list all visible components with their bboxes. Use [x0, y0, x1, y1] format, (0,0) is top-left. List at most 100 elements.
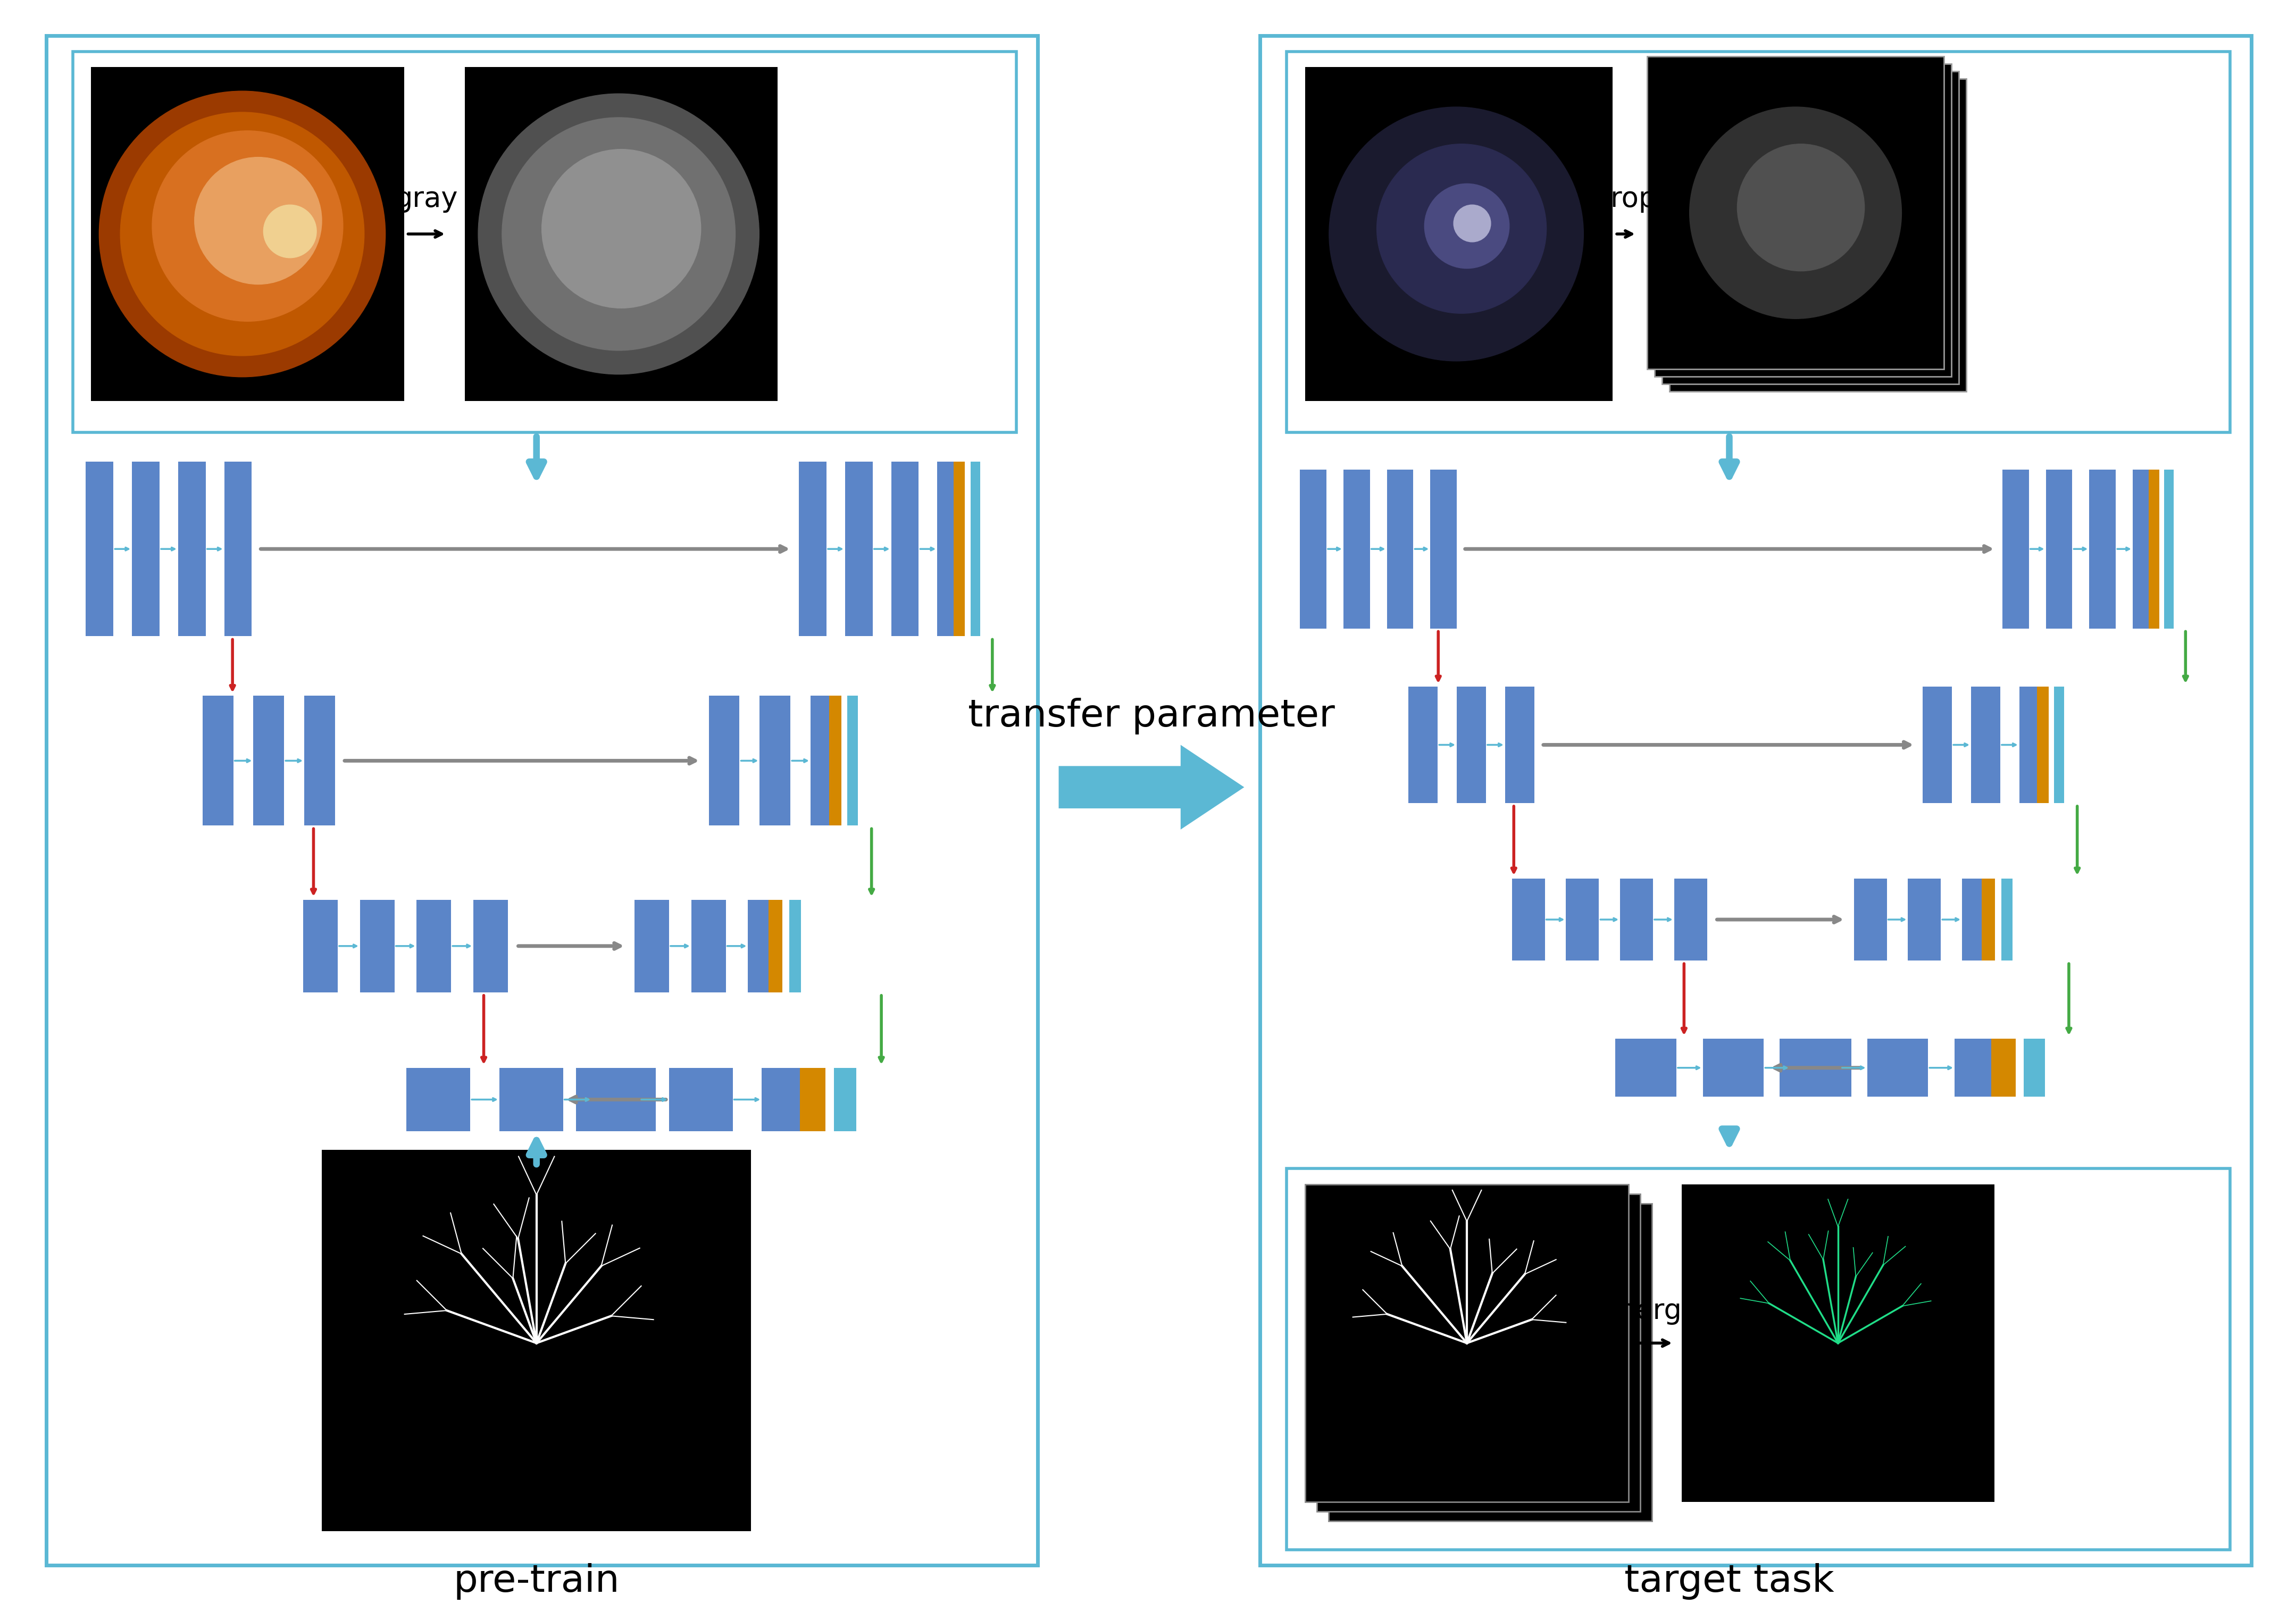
Bar	[1513, 879, 1545, 961]
Bar	[2089, 469, 2117, 629]
Bar	[73, 52, 1017, 432]
Bar	[668, 1067, 732, 1132]
Circle shape	[1690, 106, 1901, 319]
Bar	[2037, 687, 2048, 803]
Bar	[891, 461, 918, 637]
Bar	[1981, 879, 1995, 961]
Bar	[131, 461, 158, 637]
Text: merge: merge	[1607, 1298, 1699, 1325]
Bar	[769, 899, 783, 993]
Bar	[833, 1067, 856, 1132]
Bar	[799, 461, 827, 637]
Bar	[321, 1149, 751, 1531]
Text: gray: gray	[395, 185, 457, 213]
Bar	[1646, 56, 1945, 369]
Circle shape	[1424, 184, 1508, 268]
Bar	[1674, 879, 1706, 961]
Bar	[1621, 879, 1653, 961]
Bar	[2002, 879, 2014, 961]
Text: pre-train: pre-train	[452, 1564, 620, 1599]
Bar	[971, 461, 980, 637]
Bar	[1387, 469, 1414, 629]
Bar	[1853, 879, 1887, 961]
Bar	[1791, 1038, 1851, 1096]
Bar	[799, 1067, 824, 1132]
Bar	[1954, 1038, 2016, 1096]
Bar	[762, 1067, 824, 1132]
Bar	[1430, 469, 1456, 629]
Polygon shape	[1058, 745, 1244, 830]
Bar	[847, 696, 859, 825]
Bar	[1261, 35, 2252, 1565]
Bar	[92, 68, 404, 401]
Bar	[1286, 52, 2229, 432]
Bar	[790, 899, 801, 993]
Bar	[2133, 469, 2158, 629]
Bar	[305, 696, 335, 825]
Bar	[202, 696, 234, 825]
Bar	[691, 899, 726, 993]
Bar	[1970, 687, 2000, 803]
Circle shape	[478, 93, 760, 374]
Bar	[1908, 879, 1940, 961]
Bar	[1286, 1169, 2229, 1549]
Bar	[464, 68, 778, 401]
Bar	[829, 696, 840, 825]
Bar	[2046, 469, 2073, 629]
Bar	[1655, 64, 1952, 376]
Bar	[1343, 469, 1371, 629]
Bar	[1506, 687, 1534, 803]
Circle shape	[195, 158, 321, 284]
Bar	[1300, 469, 1327, 629]
Bar	[406, 1067, 471, 1132]
Bar	[1318, 1194, 1639, 1512]
Bar	[1779, 1038, 1841, 1096]
Bar	[1456, 687, 1486, 803]
Circle shape	[542, 150, 700, 308]
Circle shape	[1738, 143, 1864, 271]
Circle shape	[503, 118, 735, 350]
Bar	[937, 461, 964, 637]
Bar	[810, 696, 840, 825]
Bar	[2002, 469, 2030, 629]
Circle shape	[1453, 205, 1490, 242]
Bar	[1407, 687, 1437, 803]
Bar	[845, 461, 872, 637]
Bar	[2149, 469, 2158, 629]
Bar	[576, 1067, 641, 1132]
Bar	[2165, 469, 2174, 629]
Circle shape	[99, 90, 386, 377]
Bar	[360, 899, 395, 993]
Bar	[225, 461, 253, 637]
Text: transfer parameter: transfer parameter	[969, 698, 1334, 735]
Bar	[709, 696, 739, 825]
Bar	[2023, 1038, 2046, 1096]
Bar	[592, 1067, 657, 1132]
Circle shape	[119, 113, 365, 356]
Bar	[1616, 1038, 1676, 1096]
Bar	[498, 1067, 563, 1132]
Bar	[473, 899, 507, 993]
Circle shape	[152, 131, 342, 321]
Bar	[1991, 1038, 2016, 1096]
Bar	[1669, 79, 1965, 392]
Bar	[1304, 68, 1612, 401]
Bar	[1963, 879, 1995, 961]
Bar	[1566, 879, 1598, 961]
Bar	[1681, 1185, 1995, 1502]
Bar	[1922, 687, 1952, 803]
Bar	[253, 696, 285, 825]
Bar	[760, 696, 790, 825]
Bar	[1329, 1203, 1651, 1522]
Bar	[179, 461, 207, 637]
Bar	[1304, 1185, 1628, 1502]
Circle shape	[1378, 143, 1548, 313]
Bar	[1704, 1038, 1763, 1096]
Circle shape	[264, 205, 317, 258]
Bar	[416, 899, 450, 993]
Bar	[1662, 71, 1958, 384]
Bar	[303, 899, 338, 993]
Circle shape	[1329, 106, 1584, 361]
Bar	[85, 461, 113, 637]
Text: crop: crop	[1596, 185, 1658, 213]
